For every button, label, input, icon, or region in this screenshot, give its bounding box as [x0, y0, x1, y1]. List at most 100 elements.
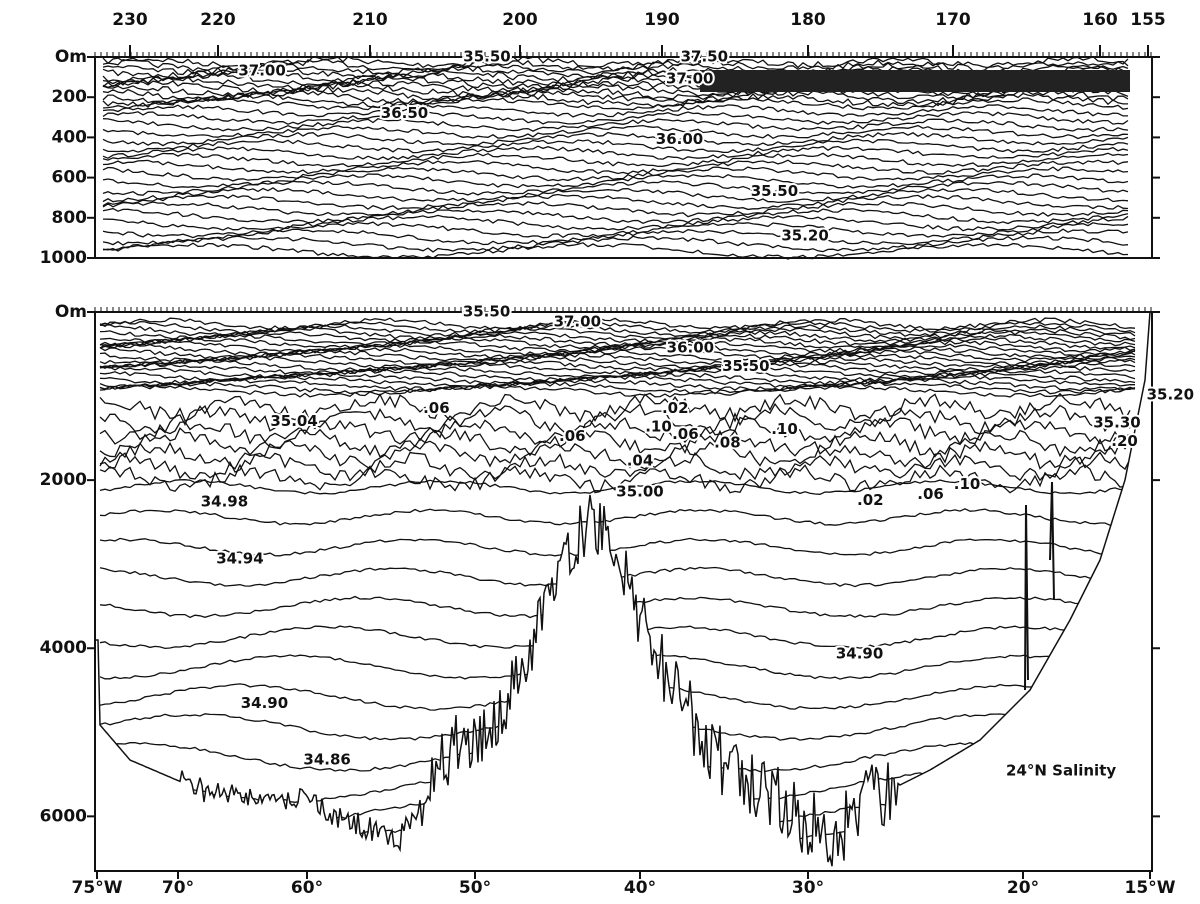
contour-label: .06 — [672, 425, 699, 443]
contour-label: 35.20 — [1147, 386, 1194, 404]
contour-line — [99, 362, 1136, 376]
contour-label: 34.98 — [201, 492, 248, 510]
contour-label: 37.00 — [554, 313, 601, 331]
y-tick-label: 200 — [52, 87, 88, 107]
contour-line — [99, 440, 1131, 470]
contour-line — [102, 207, 1129, 225]
y-tick-label: Om — [55, 47, 87, 67]
contour-line — [99, 427, 1131, 458]
x-tick-label: 200 — [502, 10, 538, 30]
x-tick-label: 15°W — [1125, 878, 1176, 898]
contour-label: .10 — [645, 418, 672, 436]
contour-line — [102, 92, 1128, 109]
contour-line — [99, 333, 1136, 347]
x-tick-label: 170 — [935, 10, 971, 30]
contour-line — [99, 330, 1136, 344]
contour-line — [99, 416, 1131, 446]
y-tick-label: Om — [55, 302, 87, 322]
contour-label: 34.86 — [303, 751, 350, 769]
y-tick-label: 6000 — [40, 806, 87, 826]
contour-line — [99, 402, 1131, 435]
contour-line — [102, 235, 1129, 253]
x-tick-label: 160 — [1082, 10, 1118, 30]
contour-label: 35.20 — [781, 226, 828, 244]
contour-label: 35.00 — [616, 482, 663, 500]
contour-line — [102, 187, 1129, 204]
contour-line — [99, 384, 1136, 398]
contour-line — [99, 339, 1136, 353]
contour-label: 37.00 — [238, 62, 285, 80]
contour-line — [99, 336, 1136, 350]
contour-label: 36.50 — [381, 104, 428, 122]
contour-line — [99, 355, 1136, 370]
contour-label: 35.04 — [270, 412, 317, 430]
contour-label: .10 — [771, 420, 798, 438]
contour-label: 37.50 — [681, 48, 728, 66]
contour-line — [102, 82, 1129, 98]
seamount — [1024, 481, 1055, 691]
contour-line — [102, 118, 1129, 133]
contour-label: .06 — [917, 485, 944, 503]
contour-line — [99, 346, 1136, 360]
contour-label: .04 — [627, 451, 654, 469]
y-tick-label: 400 — [52, 127, 88, 147]
contour-line — [99, 508, 1131, 526]
contour-label: .10 — [954, 475, 981, 493]
contour-line — [99, 317, 1136, 331]
contour-label: 37.00 — [666, 70, 713, 88]
x-tick-label: 210 — [352, 10, 388, 30]
contour-line — [102, 131, 1129, 147]
sea-floor — [94, 311, 1153, 872]
x-tick-label: 20° — [1007, 878, 1039, 898]
contour-label: 36.00 — [656, 130, 703, 148]
contour-line — [102, 145, 1129, 161]
x-tick-label: 230 — [112, 10, 148, 30]
contour-label: 34.90 — [241, 694, 288, 712]
contour-line — [99, 392, 1131, 423]
contour-line — [99, 352, 1136, 366]
contour-line — [99, 320, 1136, 334]
contour-line — [99, 463, 1131, 494]
x-tick-label: 60° — [291, 878, 323, 898]
contour-label: .02 — [857, 491, 884, 509]
contour-line — [99, 537, 1131, 557]
contour-line — [102, 159, 1129, 175]
x-tick-label: 50° — [459, 878, 491, 898]
contour-line — [102, 111, 1129, 125]
y-tick-label: 4000 — [40, 638, 87, 658]
contour-label: 35.50 — [463, 48, 510, 66]
contour-line — [99, 327, 1136, 341]
contour-label: .20 — [1111, 432, 1138, 450]
contour-line — [102, 104, 1128, 118]
contour-line — [99, 374, 1136, 389]
contour-label: 35.30 — [1093, 413, 1140, 431]
contour-line — [102, 152, 1129, 168]
contour-line — [102, 97, 1129, 111]
contour-line — [99, 378, 1136, 392]
x-tick-label: 30° — [792, 878, 824, 898]
y-tick-label: 600 — [52, 168, 88, 188]
contour-line — [102, 228, 1129, 246]
contour-label: 24°N Salinity — [1006, 761, 1116, 779]
contour-line — [102, 200, 1129, 218]
contour-line — [99, 381, 1136, 395]
contour-line — [99, 359, 1136, 373]
x-tick-label: 190 — [644, 10, 680, 30]
x-tick-label: 70° — [162, 878, 194, 898]
y-tick-label: 1000 — [40, 248, 87, 268]
y-tick-label: 2000 — [40, 470, 87, 490]
contour-line — [102, 180, 1129, 196]
contour-line — [102, 221, 1129, 239]
contour-label: 34.94 — [216, 550, 263, 568]
contour-label: 35.50 — [463, 303, 510, 321]
contour-line — [102, 242, 1129, 260]
contour-line — [102, 138, 1129, 154]
dense-band — [700, 70, 1130, 92]
contour-label: .06 — [559, 427, 586, 445]
contour-line — [102, 193, 1129, 211]
contour-line — [99, 479, 1131, 495]
contour-line — [102, 214, 1129, 232]
contour-label: 36.00 — [667, 339, 714, 357]
contour-line — [102, 166, 1129, 182]
